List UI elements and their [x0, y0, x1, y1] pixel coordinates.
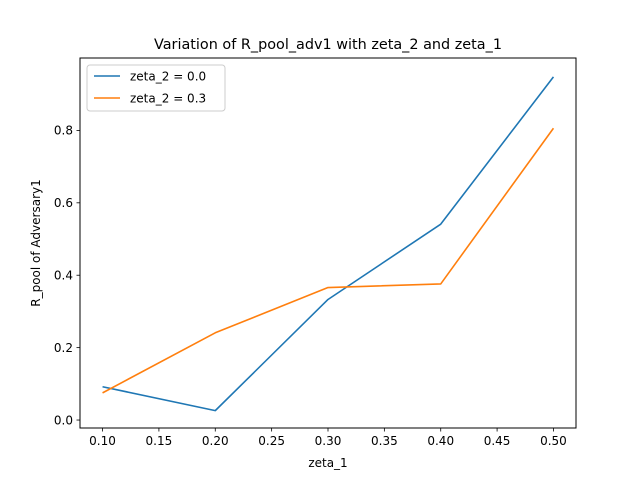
legend-label-1: zeta_2 = 0.3 — [130, 91, 206, 105]
x-tick-label: 0.50 — [540, 434, 567, 448]
x-tick-label: 0.25 — [258, 434, 285, 448]
x-tick-label: 0.30 — [315, 434, 342, 448]
x-axis-ticks: 0.10 0.15 0.20 0.25 0.30 0.35 0.40 0.45 0.50 — [89, 428, 567, 448]
legend-box — [86, 64, 226, 112]
plot-area-frame — [79, 57, 577, 429]
y-tick-label: 0.4 — [54, 269, 73, 283]
y-axis-label: R_pool of Adversary1 — [29, 179, 43, 306]
x-tick-label: 0.15 — [146, 434, 173, 448]
x-tick-label: 0.10 — [89, 434, 116, 448]
y-axis-ticks: 0.0 0.2 0.4 0.6 0.8 — [54, 124, 80, 427]
x-tick-label: 0.40 — [427, 434, 454, 448]
x-tick-label: 0.20 — [202, 434, 229, 448]
series-line-0 — [102, 76, 555, 412]
series-line-1 — [102, 127, 555, 394]
y-tick-label: 0.0 — [54, 413, 73, 427]
y-tick-label: 0.2 — [54, 341, 73, 355]
y-tick-label: 0.6 — [54, 196, 73, 210]
chart-title: Variation of R_pool_adv1 with zeta_2 and… — [154, 37, 502, 53]
x-tick-label: 0.35 — [371, 434, 398, 448]
series-lines — [102, 76, 555, 412]
x-tick-label: 0.45 — [484, 434, 511, 448]
y-tick-label: 0.8 — [54, 124, 73, 138]
x-axis-label: zeta_1 — [308, 456, 347, 470]
legend: zeta_2 = 0.0 zeta_2 = 0.3 — [86, 64, 226, 112]
legend-label-0: zeta_2 = 0.0 — [130, 69, 206, 83]
